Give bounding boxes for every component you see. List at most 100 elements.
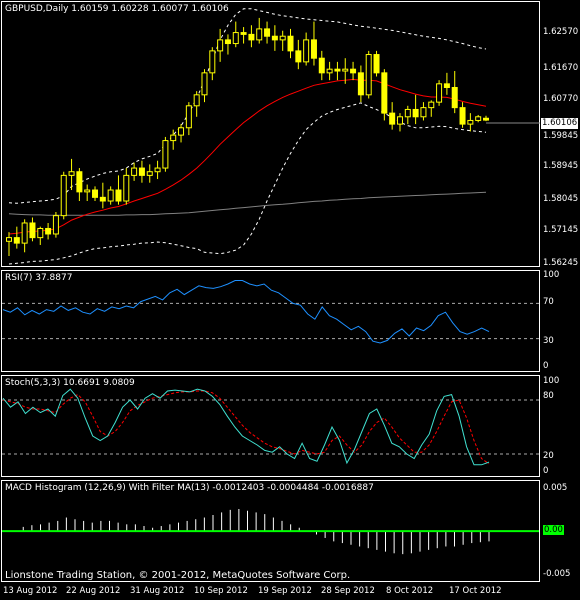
candle-body xyxy=(287,35,294,52)
candle-body xyxy=(436,83,443,103)
candle-body xyxy=(373,54,380,74)
candle-body xyxy=(115,189,122,202)
candle-body xyxy=(138,167,145,176)
stoch-panel-border xyxy=(1,375,540,477)
stoch-tick: 0 xyxy=(543,466,549,476)
candle-body xyxy=(271,35,278,41)
date-tick: 22 Aug 2012 xyxy=(66,586,121,596)
candle-body xyxy=(412,108,419,118)
copyright-footer: Lionstone Trading Station, © 2001-2012, … xyxy=(5,570,351,581)
price-plot xyxy=(6,8,540,265)
candle-body xyxy=(6,237,12,242)
candle-body xyxy=(37,227,44,239)
candle-body xyxy=(326,68,333,74)
candle-body xyxy=(84,189,91,193)
candle-body xyxy=(303,39,310,63)
candle-body xyxy=(389,112,396,125)
stoch-plot xyxy=(2,388,539,466)
candle-body xyxy=(467,119,474,125)
candle-body xyxy=(279,35,286,41)
price-panel-border xyxy=(1,1,540,267)
candle-body xyxy=(396,116,403,125)
candle-body xyxy=(21,222,28,244)
candle-body xyxy=(178,127,185,136)
candle-body xyxy=(68,171,75,176)
candle-body xyxy=(264,28,271,37)
candle-body xyxy=(131,167,138,176)
date-tick: 31 Aug 2012 xyxy=(130,586,185,596)
candle-body xyxy=(295,50,302,63)
candle-body xyxy=(217,39,224,52)
candle-body xyxy=(350,68,357,74)
symbol-header: GBPUSD,Daily 1.60159 1.60228 1.60077 1.6… xyxy=(5,4,229,14)
stoch-tick: 100 xyxy=(543,376,560,386)
candle-body xyxy=(170,134,177,142)
candle-body xyxy=(365,54,372,96)
price-tick: 1.59845 xyxy=(543,131,579,141)
rsi-line xyxy=(2,280,490,344)
candle-body xyxy=(256,28,263,41)
stoch-signal-line xyxy=(2,390,490,465)
candle-body xyxy=(381,72,388,114)
price-tick: 1.58045 xyxy=(543,194,579,204)
price-tick: 1.56245 xyxy=(543,258,579,268)
current-price-tag: 1.60106 xyxy=(541,118,579,129)
rsi-plot xyxy=(2,280,539,344)
rsi-tick: 100 xyxy=(543,270,560,280)
candle-body xyxy=(29,222,36,239)
rsi-title: RSI(7) 37.8877 xyxy=(5,273,73,283)
candle-body xyxy=(404,108,411,118)
candle-body xyxy=(342,68,349,72)
stoch-title: Stoch(5,3,3) 10.6691 9.0809 xyxy=(5,378,135,388)
candle-body xyxy=(154,167,161,173)
price-tick: 1.57145 xyxy=(543,225,579,235)
macd-filter-tag: 0.00 xyxy=(543,525,564,535)
candle-body xyxy=(45,227,52,235)
price-tick: 1.60770 xyxy=(543,94,579,104)
candle-body xyxy=(420,107,427,118)
price-tick: 1.58945 xyxy=(543,161,579,171)
macd-tick: -0.005 xyxy=(543,569,571,579)
candle-body xyxy=(224,39,231,45)
candle-body xyxy=(310,39,317,59)
rsi-tick: 70 xyxy=(543,297,554,307)
rsi-tick: 30 xyxy=(543,336,554,346)
price-tick: 1.62570 xyxy=(543,27,579,37)
stoch-main-line xyxy=(2,388,490,466)
candle-body xyxy=(357,72,364,96)
macd-plot xyxy=(2,509,539,555)
macd-title: MACD Histogram (12,26,9) With Filter MA(… xyxy=(5,483,374,493)
candle-body xyxy=(185,105,192,129)
candle-body xyxy=(483,117,489,121)
date-tick: 19 Sep 2012 xyxy=(258,586,312,596)
candle-body xyxy=(99,196,106,202)
candle-body xyxy=(318,57,325,74)
lower-band-line xyxy=(8,102,487,265)
candle-body xyxy=(248,33,255,41)
stoch-tick: 80 xyxy=(543,391,554,401)
candle-body xyxy=(146,171,153,176)
candle-body xyxy=(13,237,20,244)
candle-body xyxy=(107,189,114,202)
date-tick: 28 Sep 2012 xyxy=(321,586,375,596)
candle-body xyxy=(240,32,247,35)
candle-body xyxy=(443,83,450,88)
candle-body xyxy=(334,68,341,72)
candle-body xyxy=(92,189,99,198)
price-tick: 1.61670 xyxy=(543,63,579,73)
macd-panel-border xyxy=(1,480,540,582)
candle-body xyxy=(60,174,67,217)
candle-body xyxy=(123,174,130,202)
date-tick: 13 Aug 2012 xyxy=(3,586,58,596)
macd-tick: 0.005 xyxy=(543,483,568,493)
date-tick: 8 Oct 2012 xyxy=(386,586,434,596)
candle-body xyxy=(475,116,482,121)
upper-band-line xyxy=(8,8,487,204)
candle-body xyxy=(209,50,216,74)
candle-body xyxy=(52,215,59,235)
candle-body xyxy=(193,94,200,107)
candle-body xyxy=(451,86,458,109)
rsi-panel-border xyxy=(1,270,540,372)
stoch-tick: 20 xyxy=(543,451,554,461)
